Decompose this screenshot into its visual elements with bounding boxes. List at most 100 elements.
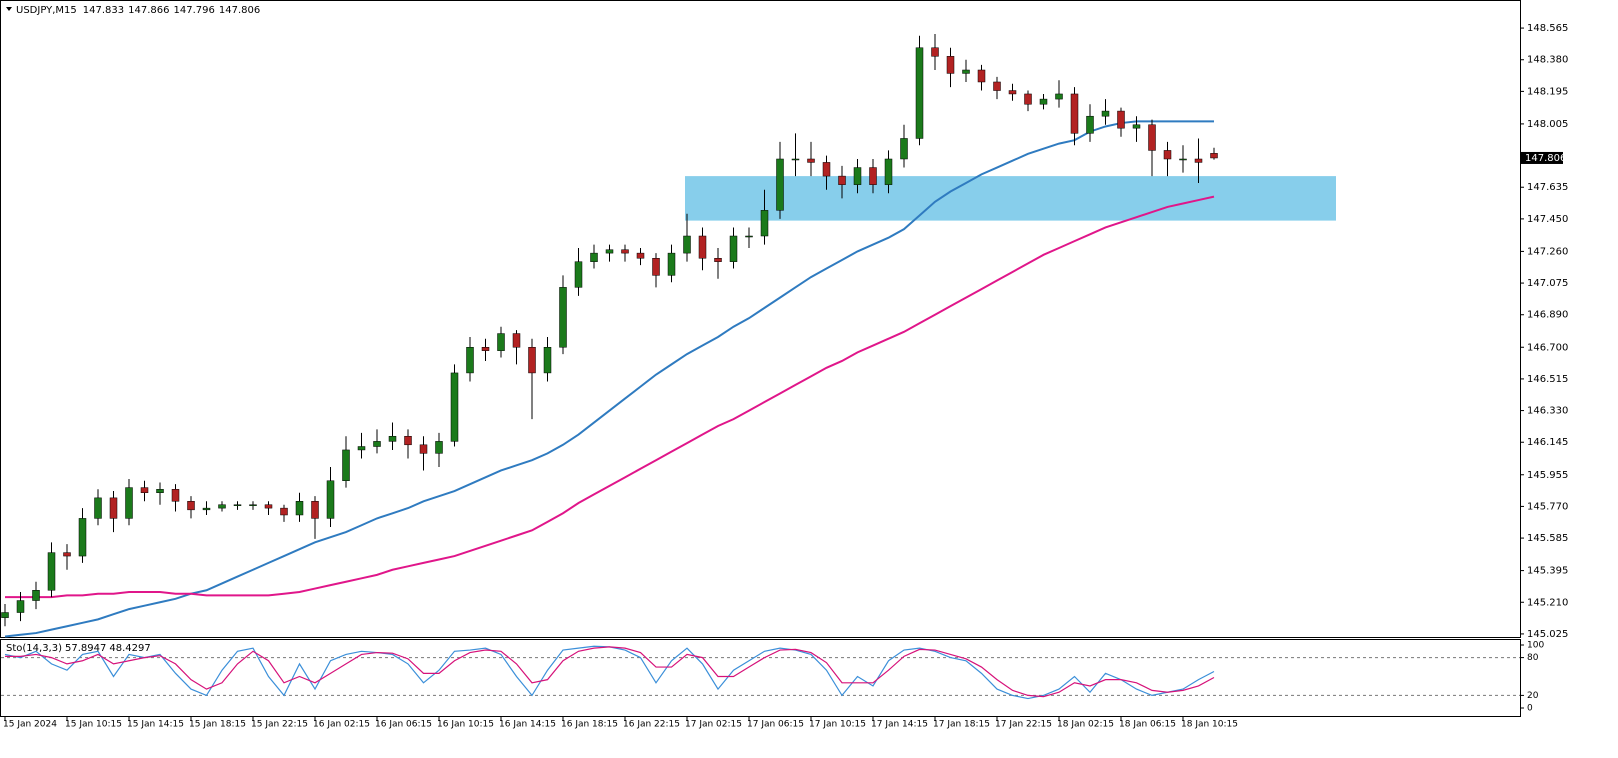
y-tick-label: 147.075	[1527, 278, 1568, 289]
candle-body	[1163, 150, 1172, 160]
candle-body	[1070, 93, 1079, 134]
candle-body	[1008, 90, 1017, 95]
y-tick-label: 146.515	[1527, 374, 1568, 385]
stochastic-main: 57.8947	[65, 643, 106, 654]
candle-body	[32, 590, 40, 601]
y-tick-label: 0	[1527, 704, 1533, 714]
y-tick-label: 145.210	[1527, 597, 1568, 608]
candle-body	[931, 47, 939, 57]
chart-header: USDJPY,M15 147.833 147.866 147.796 147.806	[16, 5, 260, 16]
candle-body	[357, 446, 366, 451]
candle-body	[249, 504, 257, 506]
y-tick-label: 147.260	[1527, 246, 1568, 257]
x-tick-label: 17 Jan 18:15	[933, 720, 990, 730]
x-tick-label: 15 Jan 2024	[3, 720, 57, 730]
y-tick-label: 80	[1527, 653, 1539, 663]
x-tick-label: 16 Jan 06:15	[375, 720, 432, 730]
x-tick-label: 18 Jan 02:15	[1057, 720, 1114, 730]
x-tick-label: 17 Jan 02:15	[685, 720, 742, 730]
candle-body	[187, 501, 195, 511]
candle-body	[1179, 158, 1187, 161]
y-tick-label: 145.025	[1527, 629, 1568, 640]
candle-body	[652, 258, 660, 276]
candle-body	[667, 252, 676, 276]
current-price-label: 147.806	[1525, 153, 1566, 164]
candle-body	[636, 252, 645, 259]
candle-body	[171, 489, 180, 502]
sub-frame	[0, 639, 1521, 717]
candle-body	[1086, 115, 1094, 134]
candle-body	[1194, 158, 1203, 163]
y-tick-label: 145.395	[1527, 566, 1568, 577]
candle-body	[342, 449, 350, 481]
candle-body	[419, 444, 428, 454]
candle-body	[791, 158, 800, 161]
close-value: 147.806	[219, 5, 260, 16]
stochastic-header: Sto(14,3,3) 57.8947 48.4297	[6, 643, 151, 654]
chart-title: USDJPY,M15	[16, 5, 77, 16]
candle-body	[450, 372, 459, 442]
x-tick-label: 18 Jan 10:15	[1181, 720, 1238, 730]
x-tick-label: 15 Jan 18:15	[189, 720, 246, 730]
y-tick-label: 100	[1527, 641, 1544, 651]
x-tick-label: 18 Jan 06:15	[1119, 720, 1176, 730]
moving-average	[5, 195, 1215, 599]
candle-body	[807, 158, 815, 163]
candle-body	[280, 507, 288, 516]
x-tick-label: 17 Jan 06:15	[747, 720, 804, 730]
candle-body	[94, 497, 102, 519]
open-value: 147.833	[83, 5, 124, 16]
low-value: 147.796	[174, 5, 215, 16]
y-tick-label: 146.700	[1527, 342, 1568, 353]
candle-body	[745, 235, 753, 238]
supply-demand-zone	[685, 176, 1336, 221]
candle-body	[264, 504, 273, 509]
stochastic-line	[5, 646, 1215, 698]
candle-body	[295, 501, 304, 516]
x-tick-label: 16 Jan 14:15	[499, 720, 556, 730]
candle-body	[915, 47, 924, 139]
candle-body	[1101, 110, 1110, 117]
moving-average	[4, 120, 1214, 638]
candle-body	[729, 235, 738, 262]
candle-body	[156, 489, 164, 493]
y-tick-label: 147.635	[1527, 182, 1568, 193]
candle-body	[1, 612, 9, 618]
y-tick-label: 146.890	[1527, 310, 1568, 321]
candle-body	[140, 487, 149, 493]
candle-body	[1210, 153, 1218, 159]
stochastic-signal: 48.4297	[109, 643, 150, 654]
menu-icon	[6, 7, 12, 11]
candle-body	[497, 333, 505, 351]
x-tick-label: 16 Jan 18:15	[561, 720, 618, 730]
candle-body	[1024, 93, 1032, 105]
candle-body	[590, 252, 598, 262]
candle-body	[977, 69, 986, 83]
candle-body	[404, 435, 412, 446]
candle-body	[760, 210, 769, 237]
x-tick-label: 16 Jan 10:15	[437, 720, 494, 730]
candle-body	[714, 258, 722, 262]
candle-body	[311, 501, 319, 519]
y-tick-label: 148.195	[1527, 86, 1568, 97]
candle-body	[125, 487, 133, 519]
x-tick-label: 15 Jan 10:15	[65, 720, 122, 730]
x-tick-label: 17 Jan 10:15	[809, 720, 866, 730]
candle-body	[1132, 124, 1141, 129]
y-tick-label: 148.005	[1527, 119, 1568, 130]
candle-body	[1148, 124, 1156, 151]
candle-body	[993, 81, 1001, 91]
candle-body	[78, 518, 87, 557]
candle-body	[528, 347, 536, 374]
high-value: 147.866	[128, 5, 169, 16]
candle-body	[233, 504, 242, 506]
candle-body	[326, 480, 335, 519]
y-tick-label: 148.380	[1527, 55, 1568, 66]
x-tick-label: 17 Jan 22:15	[995, 720, 1052, 730]
candle-body	[776, 158, 784, 211]
candle-body	[1117, 110, 1125, 129]
x-tick-label: 15 Jan 22:15	[251, 720, 308, 730]
y-tick-label: 20	[1527, 691, 1539, 701]
candle-body	[574, 261, 583, 288]
